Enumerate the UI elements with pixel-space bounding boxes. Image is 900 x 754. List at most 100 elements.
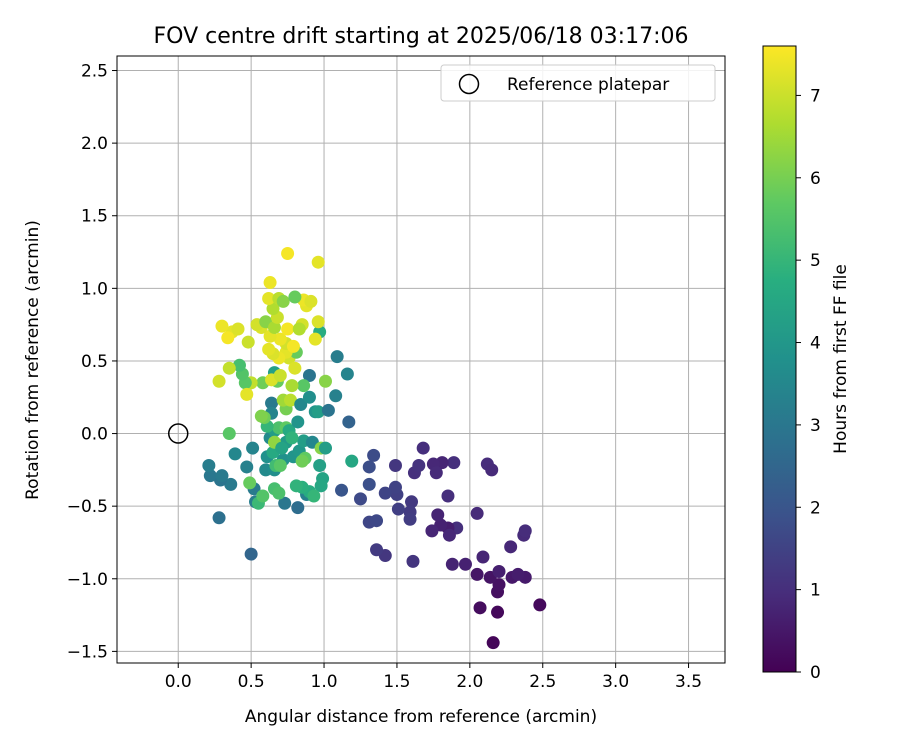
data-point	[345, 454, 359, 468]
data-point	[222, 361, 236, 375]
colorbar-tick-label: 7	[810, 86, 821, 106]
data-point	[311, 255, 325, 269]
data-point	[275, 441, 289, 455]
data-point	[285, 379, 299, 393]
data-point	[212, 374, 226, 388]
data-point	[256, 489, 270, 503]
legend-box	[440, 64, 716, 102]
data-point	[297, 379, 311, 393]
data-point	[262, 342, 276, 356]
data-point	[294, 398, 308, 412]
x-tick-label: 0.5	[238, 672, 265, 692]
data-point	[492, 578, 506, 592]
data-point	[470, 567, 484, 581]
data-point	[412, 459, 426, 473]
data-point	[246, 441, 260, 455]
y-axis-label: Rotation from reference (arcmin)	[23, 220, 43, 500]
data-point	[473, 601, 487, 615]
data-point	[286, 339, 300, 353]
data-point	[262, 292, 276, 306]
data-point	[276, 294, 290, 308]
data-point	[362, 460, 376, 474]
colorbar-ticks: 0 1 2 3 4 5 6 7	[796, 86, 821, 683]
data-point	[313, 459, 327, 473]
data-point	[406, 554, 420, 568]
data-point	[215, 469, 229, 483]
data-point	[302, 368, 316, 382]
y-tick-label: 0.5	[81, 352, 108, 372]
y-tick-label: −1.0	[67, 570, 108, 590]
x-tick-label: 2.5	[529, 672, 556, 692]
data-point	[318, 441, 332, 455]
data-point	[476, 550, 490, 564]
data-point	[335, 483, 349, 497]
x-axis-label: Angular distance from reference (arcmin)	[245, 707, 597, 727]
data-point	[405, 495, 419, 509]
colorbar-tick-label: 0	[810, 663, 821, 683]
data-point	[511, 567, 525, 581]
colorbar-tick-label: 2	[810, 498, 821, 518]
data-point	[486, 636, 500, 650]
y-tick-label: 1.5	[81, 207, 108, 227]
x-tick-label: 1.0	[311, 672, 338, 692]
data-point	[304, 294, 318, 308]
data-point	[321, 403, 335, 417]
data-point	[240, 387, 254, 401]
data-point	[403, 512, 417, 526]
colorbar: 0 1 2 3 4 5 6 7 Hours from first FF file	[762, 45, 851, 683]
data-point	[431, 508, 445, 522]
data-point	[228, 447, 242, 461]
data-point	[442, 528, 456, 542]
data-point	[492, 565, 506, 579]
data-point	[281, 246, 295, 260]
data-point	[278, 496, 292, 510]
data-point	[273, 332, 287, 346]
data-point	[289, 479, 303, 493]
data-point	[284, 393, 298, 407]
data-point	[302, 390, 316, 404]
data-point	[485, 463, 499, 477]
data-point	[291, 415, 305, 429]
x-tick-label: 2.0	[456, 672, 483, 692]
data-point	[311, 315, 325, 329]
data-point	[288, 361, 302, 375]
data-point	[224, 477, 238, 491]
data-point	[215, 319, 229, 333]
data-point	[292, 322, 306, 336]
colorbar-tick-label: 3	[810, 416, 821, 436]
x-tick-label: 3.5	[675, 672, 702, 692]
colorbar-tick-label: 4	[810, 334, 821, 354]
data-point	[267, 321, 281, 335]
y-tick-label: 1.0	[81, 279, 108, 299]
data-point	[291, 501, 305, 515]
legend: Reference platepar	[440, 64, 716, 102]
data-point	[231, 322, 245, 336]
data-point	[222, 427, 236, 441]
y-axis-ticks: −1.5 −1.0 −0.5 0.0 0.5 1.0 1.5 2.0 2.5	[67, 62, 117, 662]
data-point	[307, 489, 321, 503]
x-axis-ticks: 0.0 0.5 1.0 1.5 2.0 2.5 3.0 3.5	[165, 663, 702, 692]
data-point	[367, 448, 381, 462]
y-tick-label: −0.5	[67, 497, 108, 517]
data-point	[388, 459, 402, 473]
data-point	[263, 276, 277, 290]
data-point	[329, 389, 343, 403]
data-point	[221, 331, 235, 345]
data-point	[441, 489, 455, 503]
data-point	[203, 469, 217, 483]
data-point	[266, 302, 280, 316]
colorbar-tick-label: 1	[810, 581, 821, 601]
data-point	[281, 322, 295, 336]
data-point	[243, 476, 257, 490]
data-point	[362, 477, 376, 491]
data-point	[330, 350, 344, 364]
y-tick-label: −1.5	[67, 642, 108, 662]
data-point	[445, 557, 459, 571]
chart-title: FOV centre drift starting at 2025/06/18 …	[154, 24, 689, 49]
data-point	[244, 547, 258, 561]
data-point	[370, 514, 384, 528]
colorbar-tick-label: 6	[810, 169, 821, 189]
data-points	[202, 246, 547, 650]
data-point	[285, 431, 299, 445]
